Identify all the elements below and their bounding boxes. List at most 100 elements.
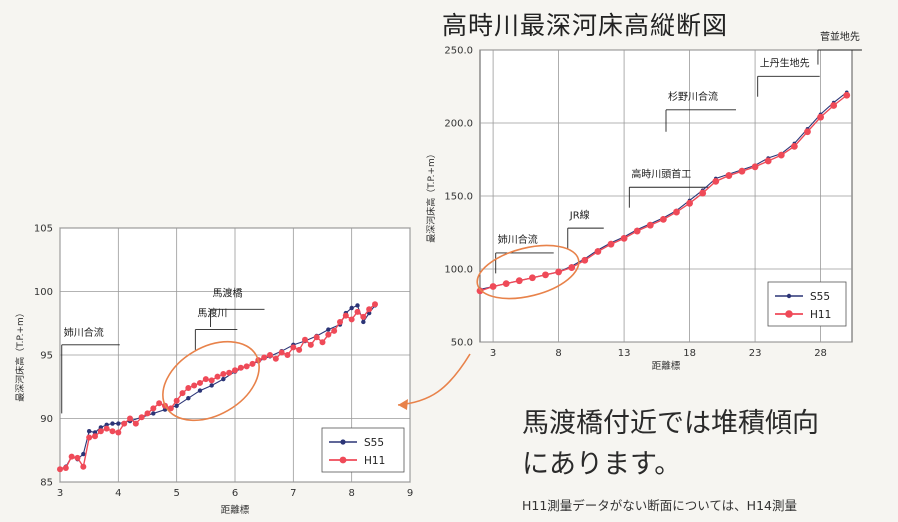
page-title: 高時川最深河床高縦断図 <box>442 11 729 40</box>
y-tick-label: 100.0 <box>444 265 473 276</box>
y-tick-label: 95 <box>40 351 53 362</box>
data-point-h11 <box>319 339 326 346</box>
data-point-h11 <box>817 113 824 121</box>
data-point-h11 <box>202 376 209 383</box>
data-point-s55 <box>116 421 121 426</box>
data-point-h11 <box>725 172 733 179</box>
annotation-label: 高時川頭首工 <box>631 167 691 180</box>
data-point-h11 <box>208 377 215 384</box>
data-point-h11 <box>331 327 338 334</box>
x-tick-label: 18 <box>683 348 696 359</box>
annotation-label: 杉野川合流 <box>668 90 718 103</box>
x-tick-label: 7 <box>290 488 296 499</box>
y-tick-label: 100 <box>34 287 53 298</box>
data-point-h11 <box>103 425 110 432</box>
data-point-h11 <box>738 167 746 175</box>
data-point-h11 <box>156 400 163 407</box>
data-point-h11 <box>751 163 759 171</box>
data-point-h11 <box>267 352 273 358</box>
data-point-h11 <box>261 354 268 361</box>
y-tick-label: 105 <box>34 224 53 235</box>
y-tick-label: 85 <box>40 478 53 489</box>
data-point-h11 <box>568 264 576 271</box>
data-point-h11 <box>804 128 811 136</box>
data-point-h11 <box>307 341 314 348</box>
y-tick-label: 90 <box>40 414 53 425</box>
data-point-h11 <box>830 102 838 109</box>
data-point-h11 <box>68 453 75 460</box>
data-point-h11 <box>528 274 536 282</box>
data-point-h11 <box>214 373 221 380</box>
comment-line-1: 馬渡橋付近では堆積傾向 <box>522 408 819 439</box>
x-tick-label: 23 <box>749 348 762 359</box>
data-point-h11 <box>843 91 851 99</box>
data-point-h11 <box>255 357 262 364</box>
footnote: H11測量データがない断面については、H14測量 <box>522 498 797 513</box>
data-point-h11 <box>686 199 693 207</box>
y-tick-label: 150.0 <box>444 192 473 203</box>
data-point-h11 <box>179 390 186 397</box>
legend-marker-h11 <box>339 456 347 464</box>
comment-line-2: にあります。 <box>522 449 682 480</box>
data-point-h11 <box>167 405 174 412</box>
data-point-h11 <box>489 283 497 290</box>
legend-box <box>767 281 847 327</box>
data-point-h11 <box>162 402 168 409</box>
y-tick-label: 50.0 <box>451 338 473 349</box>
data-point-h11 <box>699 189 707 197</box>
data-point-h11 <box>132 420 139 427</box>
data-point-h11 <box>249 360 256 367</box>
data-point-h11 <box>197 379 203 386</box>
data-point-h11 <box>191 382 198 389</box>
data-point-h11 <box>185 385 192 392</box>
data-point-h11 <box>138 414 145 421</box>
x-tick-label: 8 <box>348 488 354 499</box>
data-point-s55 <box>197 388 203 393</box>
x-tick-label: 8 <box>555 348 561 359</box>
comment-text: 馬渡橋付近では堆積傾向 にあります。 <box>522 403 882 485</box>
y-axis-label: 最深河床高（T.P.+m） <box>425 149 437 243</box>
data-point-h11 <box>121 420 128 427</box>
x-tick-label: 9 <box>407 488 413 499</box>
data-point-s55 <box>209 383 214 388</box>
data-point-h11 <box>92 433 98 440</box>
data-point-h11 <box>372 301 378 308</box>
data-point-h11 <box>232 367 238 374</box>
legend-box <box>321 427 405 473</box>
legend-label-h11: H11 <box>810 309 831 321</box>
data-point-s55 <box>349 305 354 311</box>
data-point-h11 <box>296 346 303 353</box>
data-point-h11 <box>127 415 133 422</box>
data-point-h11 <box>337 318 343 325</box>
data-point-h11 <box>366 306 373 313</box>
data-point-s55 <box>174 403 179 408</box>
data-point-s55 <box>81 451 86 457</box>
data-point-h11 <box>109 428 116 435</box>
annotation-label: 姉川合流 <box>64 326 104 339</box>
data-point-h11 <box>542 271 549 279</box>
annotation-label: 馬渡橋 <box>213 286 243 299</box>
x-tick-label: 3 <box>57 488 63 499</box>
annotation-label: 菅並地先 <box>820 30 860 43</box>
legend-marker-h11 <box>785 310 793 318</box>
data-point-h11 <box>57 466 63 473</box>
data-point-s55 <box>326 327 331 332</box>
data-point-s55 <box>186 395 191 401</box>
annotation-label: 上丹生地先 <box>760 56 810 69</box>
data-point-h11 <box>360 313 367 320</box>
y-tick-label: 200.0 <box>444 119 473 130</box>
data-point-h11 <box>607 240 615 248</box>
x-tick-label: 6 <box>232 488 238 499</box>
data-point-s55 <box>110 421 115 426</box>
data-point-h11 <box>325 331 332 338</box>
data-point-h11 <box>777 151 785 159</box>
y-axis-label: 最深河床高（T.P.+m） <box>14 308 26 402</box>
data-point-h11 <box>354 308 361 315</box>
data-point-h11 <box>80 463 87 470</box>
data-point-h11 <box>302 336 308 343</box>
chart-large: 50.0 100.0 150.0 200.0 250.0 3 8 13 18 23 28 距離標 最深河… <box>425 30 862 372</box>
data-point-h11 <box>284 352 291 358</box>
x-tick-label: 5 <box>173 488 179 499</box>
data-point-s55 <box>355 303 360 308</box>
data-point-h11 <box>220 371 227 378</box>
